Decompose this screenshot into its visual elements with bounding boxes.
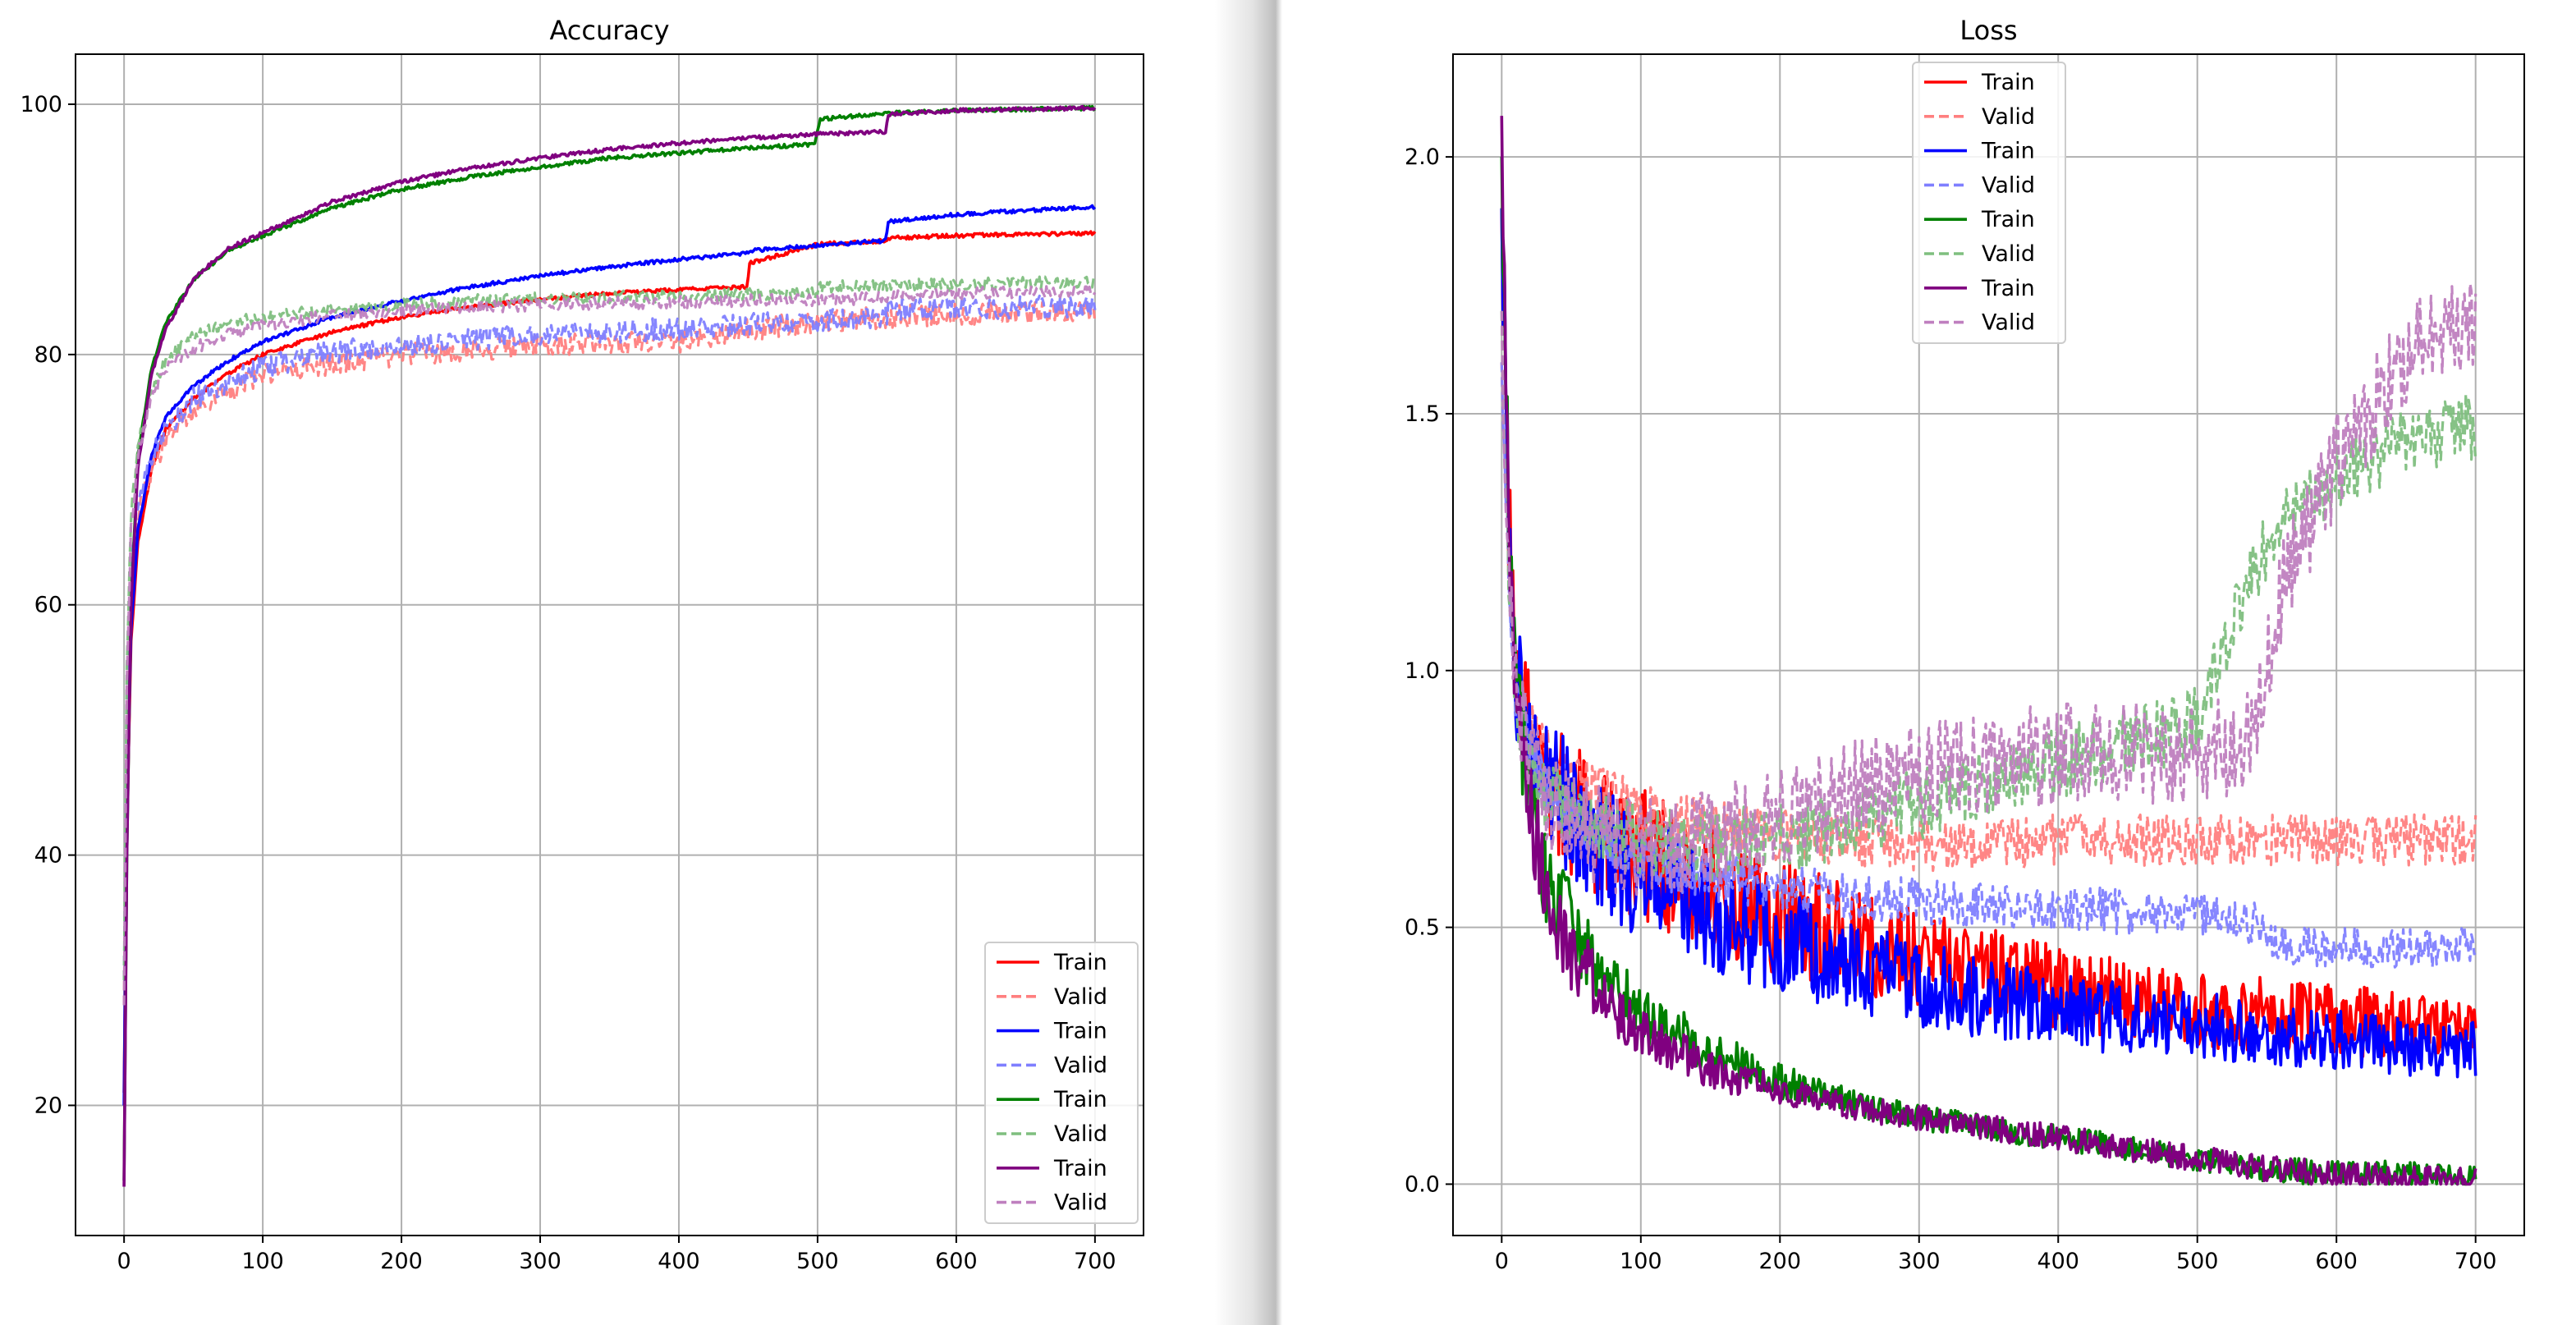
x-tick-label: 100 — [241, 1249, 284, 1274]
accuracy-series-6-valid-line — [122, 274, 1096, 981]
loss-plot-frame — [1452, 53, 2525, 1236]
x-tick-label: 200 — [380, 1249, 423, 1274]
accuracy-plot-frame — [75, 53, 1144, 1236]
accuracy-title: Accuracy — [549, 15, 669, 46]
legend-box — [984, 942, 1139, 1224]
accuracy-series-7-train-line — [122, 104, 1097, 1187]
y-tick-label: 20 — [34, 1093, 62, 1118]
legend-label-valid: Valid — [1982, 241, 2035, 267]
loss-legend: Train Valid Train Valid Train Valid Train Valid — [1912, 62, 2066, 344]
legend-label-valid: Valid — [1054, 1190, 1107, 1216]
loss-series-3-train-line — [1500, 208, 2477, 1079]
accuracy-series-8-valid-line — [122, 285, 1097, 1006]
x-tick-label: 600 — [2315, 1249, 2358, 1274]
legend-label-valid: Valid — [1982, 172, 2035, 198]
legend-label-train: Train — [1981, 139, 2035, 164]
loss-series-8-valid-line — [1500, 282, 2477, 896]
legend-label-train: Train — [1981, 276, 2035, 301]
legend-label-train: Train — [1053, 1156, 1107, 1181]
loss-series-2-valid-line — [1500, 362, 2477, 873]
accuracy-series-1-train-line — [122, 230, 1097, 1093]
legend-label-train: Train — [1053, 1019, 1107, 1044]
accuracy-series-4-valid-line — [122, 294, 1097, 981]
legend-label-valid: Valid — [1054, 1052, 1107, 1078]
y-tick-label: 100 — [20, 92, 62, 117]
panel-divider — [1215, 0, 1282, 1325]
legend-label-train: Train — [1053, 1087, 1107, 1112]
y-tick-label: 40 — [34, 843, 62, 869]
legend-label-valid: Valid — [1982, 310, 2035, 336]
y-tick-label: 80 — [34, 342, 62, 368]
legend-label-train: Train — [1981, 207, 2035, 232]
x-tick-label: 0 — [1495, 1249, 1509, 1274]
x-tick-label: 600 — [935, 1249, 978, 1274]
x-tick-label: 300 — [1898, 1249, 1941, 1274]
x-tick-label: 700 — [2455, 1249, 2497, 1274]
loss-series-4-valid-line — [1500, 362, 2477, 969]
loss-chart: Loss 0 100 200 300 400 500 600 700 0.0 0.5 1.0 1.5 2.… — [1405, 15, 2525, 1274]
x-tick-label: 700 — [1074, 1249, 1116, 1274]
y-tick-label: 1.0 — [1405, 658, 1440, 684]
legend-box — [1912, 62, 2066, 344]
x-tick-label: 0 — [117, 1249, 131, 1274]
x-tick-label: 500 — [2176, 1249, 2219, 1274]
y-tick-label: 2.0 — [1405, 144, 1440, 170]
accuracy-legend: Train Valid Train Valid Train Valid Train Valid — [984, 942, 1139, 1224]
legend-label-train: Train — [1981, 70, 2035, 95]
legend-label-valid: Valid — [1054, 1121, 1107, 1147]
legend-label-valid: Valid — [1054, 984, 1107, 1010]
loss-series-7-train-line — [1500, 116, 2477, 1186]
y-tick-label: 1.5 — [1405, 401, 1440, 427]
y-tick-label: 0.0 — [1405, 1171, 1440, 1197]
x-tick-label: 500 — [796, 1249, 839, 1274]
accuracy-series-2-valid-line — [122, 300, 1097, 1006]
y-tick-label: 60 — [34, 593, 62, 618]
loss-title: Loss — [1960, 15, 2017, 46]
legend-label-train: Train — [1053, 950, 1107, 975]
legend-label-valid: Valid — [1982, 104, 2035, 130]
x-tick-label: 400 — [658, 1249, 700, 1274]
y-tick-label: 0.5 — [1405, 915, 1440, 941]
x-tick-label: 100 — [1620, 1249, 1662, 1274]
accuracy-chart: Accuracy 0 100 200 300 400 500 600 700 20 40 60 80 10… — [20, 15, 1144, 1274]
x-tick-label: 300 — [519, 1249, 561, 1274]
x-tick-label: 400 — [2037, 1249, 2079, 1274]
accuracy-series-3-train-line — [122, 204, 1097, 1106]
x-tick-label: 200 — [1759, 1249, 1802, 1274]
